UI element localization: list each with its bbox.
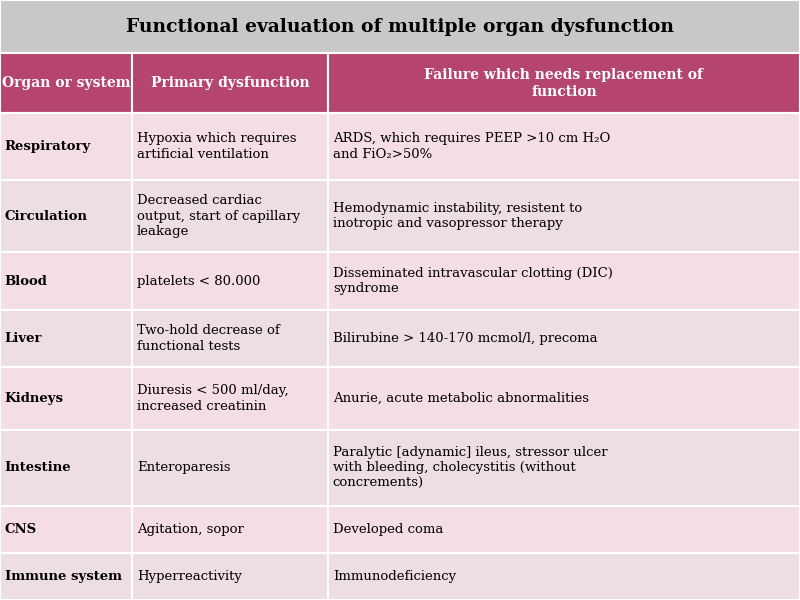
Bar: [132, 253, 328, 310]
Bar: [0, 430, 132, 506]
Text: Diuresis < 500 ml/day,
increased creatinin: Diuresis < 500 ml/day, increased creatin…: [137, 384, 289, 413]
Text: Agitation, sopor: Agitation, sopor: [137, 523, 244, 536]
Text: Primary dysfunction: Primary dysfunction: [150, 76, 310, 90]
Bar: [132, 506, 328, 553]
Text: Organ or system: Organ or system: [2, 76, 130, 90]
Bar: [0, 553, 132, 600]
Bar: [132, 113, 328, 179]
Text: platelets < 80.000: platelets < 80.000: [137, 275, 260, 287]
Text: Circulation: Circulation: [5, 209, 88, 223]
Bar: [132, 310, 328, 367]
Text: Enteroparesis: Enteroparesis: [137, 461, 230, 475]
Text: Intestine: Intestine: [5, 461, 71, 475]
Bar: [0, 179, 132, 253]
Bar: [0, 310, 132, 367]
Text: Kidneys: Kidneys: [5, 392, 64, 405]
Text: Hypoxia which requires
artificial ventilation: Hypoxia which requires artificial ventil…: [137, 132, 296, 161]
Text: Respiratory: Respiratory: [5, 140, 91, 153]
Text: Immunodeficiency: Immunodeficiency: [333, 570, 456, 583]
Text: Decreased cardiac
output, start of capillary
leakage: Decreased cardiac output, start of capil…: [137, 194, 300, 238]
Text: Two-hold decrease of
functional tests: Two-hold decrease of functional tests: [137, 324, 279, 353]
Bar: [132, 430, 328, 506]
Text: Functional evaluation of multiple organ dysfunction: Functional evaluation of multiple organ …: [126, 17, 674, 35]
Bar: [328, 430, 800, 506]
Text: Hemodynamic instability, resistent to
inotropic and vasopressor therapy: Hemodynamic instability, resistent to in…: [333, 202, 582, 230]
Bar: [328, 506, 800, 553]
Text: Blood: Blood: [5, 275, 48, 287]
Bar: [328, 367, 800, 430]
Text: Developed coma: Developed coma: [333, 523, 443, 536]
Bar: [0, 506, 132, 553]
Text: Immune system: Immune system: [5, 570, 122, 583]
Text: Hyperreactivity: Hyperreactivity: [137, 570, 242, 583]
Bar: [0, 0, 800, 53]
Bar: [328, 179, 800, 253]
Text: CNS: CNS: [5, 523, 37, 536]
Bar: [328, 553, 800, 600]
Text: Bilirubine > 140-170 mcmol/l, precoma: Bilirubine > 140-170 mcmol/l, precoma: [333, 332, 598, 345]
Bar: [132, 53, 328, 113]
Bar: [0, 253, 132, 310]
Bar: [0, 367, 132, 430]
Text: Anurie, acute metabolic abnormalities: Anurie, acute metabolic abnormalities: [333, 392, 589, 405]
Bar: [132, 553, 328, 600]
Bar: [0, 53, 132, 113]
Bar: [328, 53, 800, 113]
Bar: [328, 113, 800, 179]
Bar: [132, 179, 328, 253]
Text: Disseminated intravascular clotting (DIC)
syndrome: Disseminated intravascular clotting (DIC…: [333, 267, 613, 295]
Text: Paralytic [adynamic] ileus, stressor ulcer
with bleeding, cholecystitis (without: Paralytic [adynamic] ileus, stressor ulc…: [333, 446, 607, 490]
Text: Liver: Liver: [5, 332, 42, 345]
Bar: [132, 367, 328, 430]
Bar: [0, 113, 132, 179]
Text: ARDS, which requires PEEP >10 cm H₂O
and FiO₂>50%: ARDS, which requires PEEP >10 cm H₂O and…: [333, 132, 610, 161]
Bar: [328, 310, 800, 367]
Bar: [328, 253, 800, 310]
Text: Failure which needs replacement of
function: Failure which needs replacement of funct…: [425, 68, 703, 98]
